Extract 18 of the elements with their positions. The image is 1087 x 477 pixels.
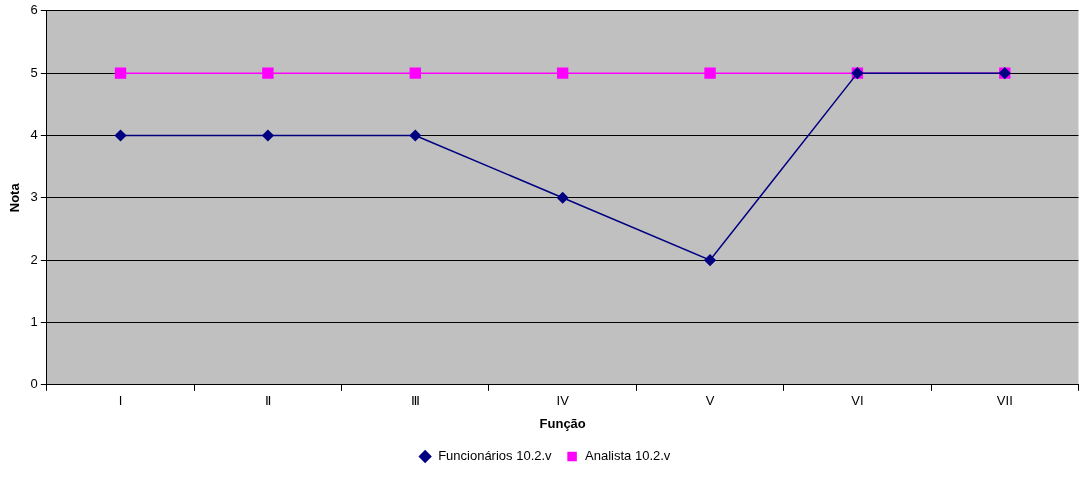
x-tick-label: V	[705, 393, 715, 409]
y-tick-label: 0	[30, 376, 38, 392]
x-tick-label: I	[118, 393, 123, 409]
x-axis-title: Função	[539, 415, 586, 431]
x-tick-label: VII	[996, 393, 1013, 409]
x-tick-label: IV	[556, 393, 570, 409]
y-axis-title: Nota	[7, 182, 23, 213]
x-tick-label: Ⅲ	[410, 393, 420, 409]
y-tick-label: 1	[30, 314, 38, 330]
x-tick-label: VI	[851, 393, 864, 409]
legend-label: Analista 10.2.v	[585, 448, 671, 464]
legend-label: Funcionários 10.2.v	[438, 448, 553, 464]
y-tick-label: 2	[30, 251, 38, 267]
y-tick-label: 5	[30, 64, 38, 80]
y-tick-label: 3	[30, 189, 38, 205]
y-tick-label: 6	[30, 2, 38, 18]
y-tick-label: 4	[30, 127, 38, 143]
x-tick-label: Ⅱ	[264, 393, 271, 409]
